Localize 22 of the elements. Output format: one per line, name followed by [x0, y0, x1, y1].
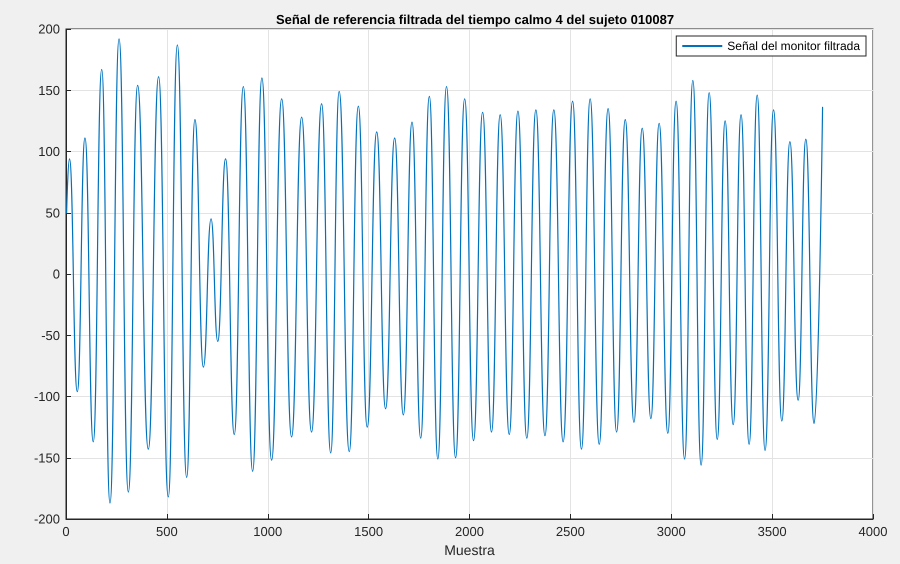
x-tick-label: 3500 [758, 524, 787, 539]
line-series [66, 38, 824, 504]
y-tick-label: -150 [34, 450, 60, 466]
x-tick-label: 1000 [253, 524, 282, 539]
y-tick-label: 200 [38, 22, 60, 36]
y-tick-label: 50 [46, 205, 60, 220]
x-tick-label: 1500 [354, 524, 384, 539]
x-tick-label: 0 [62, 524, 70, 539]
x-tick-label: 500 [156, 524, 178, 539]
x-tick-label: 4000 [858, 524, 888, 539]
y-tick-label: 100 [38, 144, 60, 159]
y-tick-label: 150 [38, 82, 60, 98]
legend-label: Señal del monitor filtrada [727, 39, 860, 53]
x-tick-label: 2500 [556, 524, 585, 539]
y-tick-label: 0 [52, 266, 60, 282]
y-tick-label: -50 [41, 328, 60, 343]
x-axis-title: Muestra [444, 542, 495, 558]
chart-title: Señal de referencia filtrada del tiempo calmo 4 del sujeto 010087 [276, 12, 674, 27]
y-tick-label: -200 [34, 512, 60, 526]
y-tick-label: -100 [34, 389, 60, 404]
x-tick-label: 3000 [656, 524, 686, 539]
x-tick-label: 2000 [455, 524, 484, 539]
